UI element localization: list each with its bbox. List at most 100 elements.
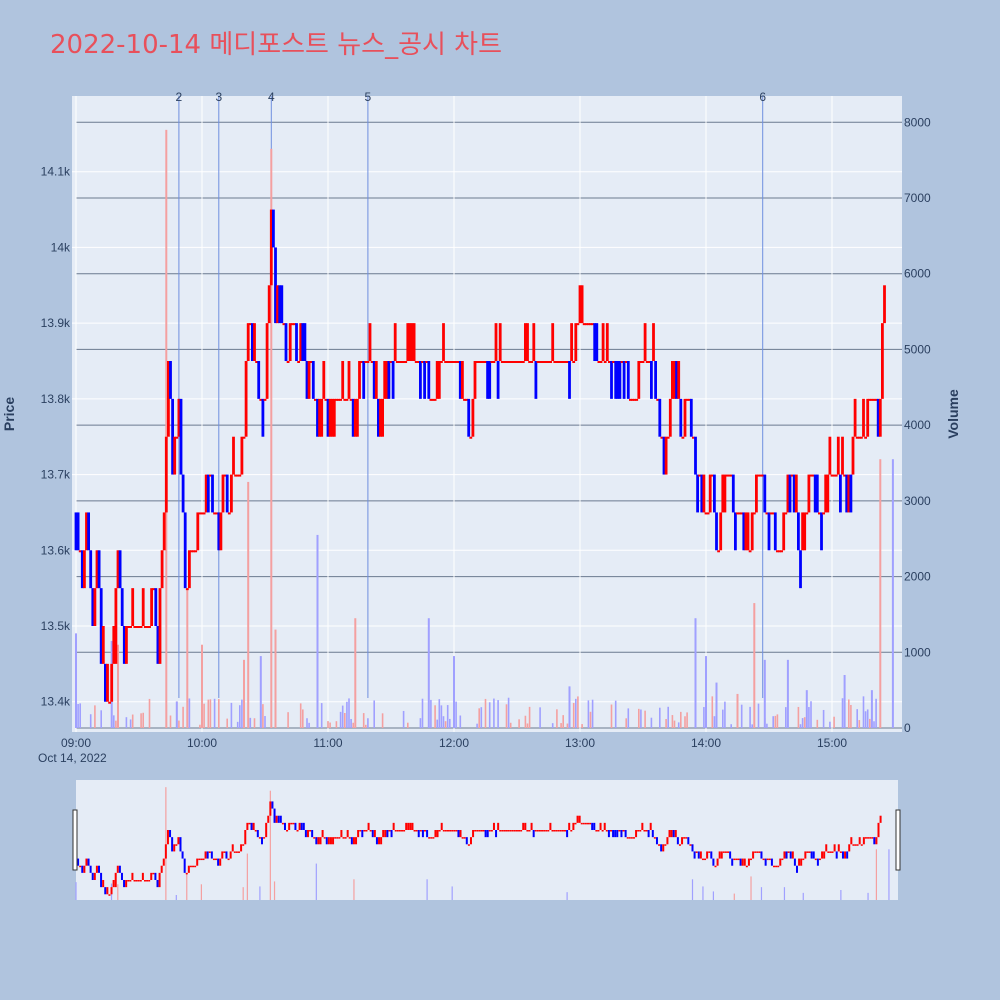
slider-candle <box>279 815 282 823</box>
candle <box>643 323 647 361</box>
slider-candle <box>551 830 554 832</box>
candle <box>662 436 666 475</box>
candle <box>500 361 504 363</box>
y-tick-label: 13.9k <box>41 316 71 330</box>
slider-candle <box>244 830 247 845</box>
candle <box>125 626 128 664</box>
slider-candle <box>302 822 305 830</box>
slider-candle <box>808 851 811 853</box>
slider-candle <box>750 858 753 861</box>
volume-bar <box>188 698 191 728</box>
volume-bar <box>766 723 768 728</box>
volume-bar <box>218 699 220 728</box>
volume-bar <box>524 715 527 728</box>
slider-candle <box>160 865 163 873</box>
candle <box>246 323 250 361</box>
volume-bar <box>239 705 241 728</box>
candle <box>782 512 786 551</box>
candle <box>832 474 836 477</box>
slider-candle <box>365 830 368 832</box>
candle <box>851 436 855 475</box>
y2-tick-label: 2000 <box>904 570 931 584</box>
volume-bar <box>430 699 432 728</box>
candle <box>261 398 265 437</box>
slider-candle <box>143 880 146 882</box>
candle <box>419 361 422 399</box>
slider-candle <box>386 830 389 838</box>
candle <box>309 361 313 363</box>
slider-candle <box>286 830 289 832</box>
x-tick-label: 11:00 <box>313 736 342 750</box>
slider-candle <box>141 872 144 880</box>
slider-candle <box>446 830 449 832</box>
range-slider[interactable] <box>72 780 901 900</box>
slider-candle <box>783 851 786 859</box>
volume-bar <box>348 698 350 728</box>
slider-candle <box>787 851 790 853</box>
range-slider-handle-right[interactable] <box>895 809 901 871</box>
candle <box>104 663 107 702</box>
candle <box>404 361 408 363</box>
candle <box>221 474 225 513</box>
slider-candle <box>321 830 324 838</box>
candle <box>326 398 330 437</box>
candle <box>519 361 523 363</box>
volume-bar <box>528 706 531 728</box>
volume-bar <box>329 722 331 728</box>
slider-candle <box>102 880 105 888</box>
slider-candle <box>568 822 571 830</box>
slider-candle <box>773 865 776 868</box>
candle <box>351 398 355 437</box>
candle <box>862 398 865 437</box>
slider-candle <box>816 858 819 866</box>
slider-candle <box>651 830 654 838</box>
volume-bar <box>772 716 774 728</box>
candle <box>624 361 628 363</box>
candle <box>318 398 321 437</box>
event-marker-label: 2 <box>176 90 183 104</box>
candle <box>158 588 162 664</box>
x-tick-label: 09:00 <box>61 736 91 750</box>
slider-candle <box>306 830 309 838</box>
candle <box>316 398 319 437</box>
slider-candle <box>624 830 627 838</box>
slider-candle <box>455 830 458 832</box>
slider-candle <box>465 837 468 845</box>
slider-candle <box>409 822 412 830</box>
x-tick-label: 12:00 <box>439 736 469 750</box>
slider-candle <box>729 851 732 859</box>
volume-bar <box>402 710 405 728</box>
slider-volume-bar <box>242 887 244 900</box>
candle <box>797 512 800 551</box>
candle <box>301 323 305 361</box>
slider-candle <box>622 830 625 832</box>
volume-bar <box>810 701 812 728</box>
slider-candle <box>716 858 719 866</box>
volume-bar <box>822 709 825 728</box>
volume-bar <box>226 718 228 728</box>
slider-candle <box>164 844 167 859</box>
slider-candle <box>388 830 391 832</box>
slider-candle <box>589 822 592 825</box>
slider-candle <box>779 858 782 866</box>
candle <box>288 323 292 361</box>
volume-bar <box>100 710 102 728</box>
slider-candle <box>823 851 826 859</box>
slider-candle <box>231 844 234 852</box>
candle <box>295 323 298 361</box>
slider-candle <box>114 872 117 888</box>
slider-candle <box>676 837 679 845</box>
slider-candle <box>852 844 855 846</box>
candle <box>641 361 645 363</box>
slider-candle <box>430 837 433 839</box>
candle <box>280 285 284 324</box>
x-tick-label: 15:00 <box>817 736 847 750</box>
slider-candle <box>837 844 840 852</box>
candle <box>771 512 775 515</box>
range-slider-handle-left[interactable] <box>72 809 78 871</box>
candle <box>278 285 282 324</box>
candle <box>750 512 754 551</box>
candle <box>240 436 244 475</box>
slider-candle <box>359 830 362 832</box>
